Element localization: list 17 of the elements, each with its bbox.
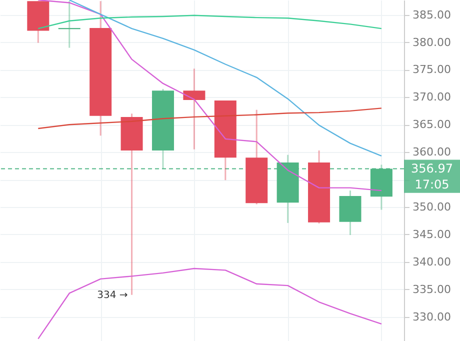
y-tick-label: 340.00 bbox=[412, 255, 451, 268]
y-tick-label: 380.00 bbox=[412, 36, 451, 49]
y-tick-label: 385.00 bbox=[412, 8, 451, 22]
line-series bbox=[68, 0, 382, 157]
line-series bbox=[38, 108, 382, 130]
text: 17:05 bbox=[414, 178, 450, 192]
annotation: 334 → bbox=[97, 290, 128, 301]
y-tick-label: 350.00 bbox=[412, 200, 451, 214]
y-tick-label: 365.00 bbox=[412, 118, 451, 132]
y-tick-label: 375.00 bbox=[412, 63, 451, 76]
y-tick-label: 335.00 bbox=[412, 282, 451, 296]
y-tick-label: 345.00 bbox=[412, 228, 451, 241]
ref-line-label: 356.97 bbox=[411, 162, 453, 176]
y-tick-label: 360.00 bbox=[412, 146, 451, 159]
line-series bbox=[38, 268, 382, 340]
y-tick-label: 330.00 bbox=[412, 310, 451, 324]
y-tick-label: 370.00 bbox=[412, 90, 451, 104]
